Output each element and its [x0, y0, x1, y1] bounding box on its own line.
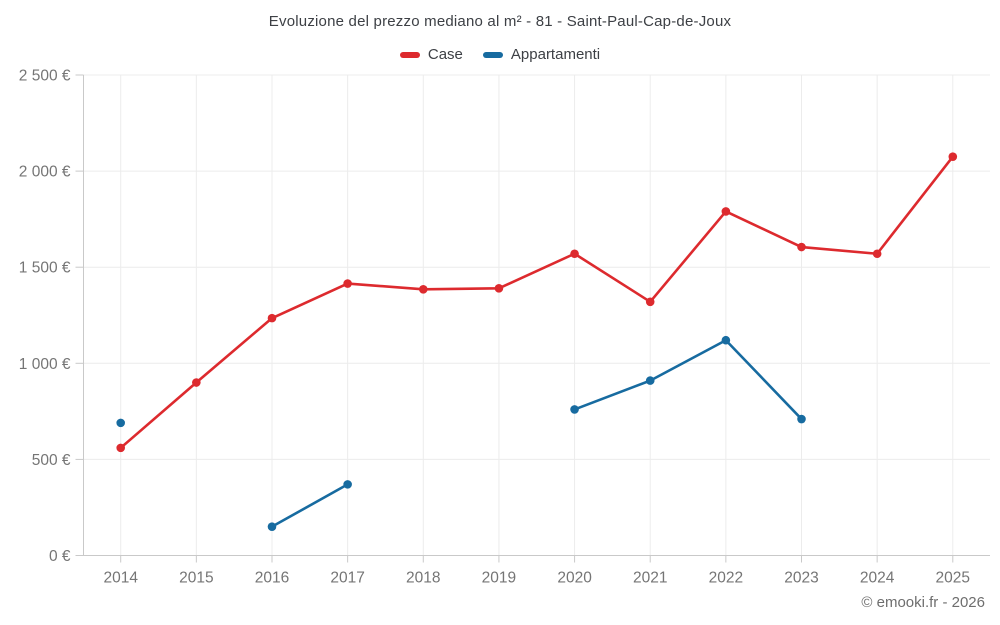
legend-swatch-case [399, 51, 420, 58]
legend-item-appartamenti[interactable]: Appartamenti [482, 46, 601, 63]
chart-legend: Case Appartamenti [0, 46, 1000, 63]
svg-text:2 500 €: 2 500 € [19, 68, 71, 85]
chart-title: Evoluzione del prezzo mediano al m² - 81… [268, 13, 732, 30]
legend-swatch-appartamenti [482, 51, 503, 58]
svg-text:2022: 2022 [709, 570, 743, 587]
svg-text:2020: 2020 [557, 570, 592, 587]
svg-text:2015: 2015 [179, 570, 213, 587]
copyright-label: © emooki.fr - 2026 [861, 594, 985, 611]
svg-text:2019: 2019 [482, 570, 516, 587]
svg-text:2025: 2025 [936, 570, 970, 587]
svg-text:2016: 2016 [255, 570, 289, 587]
svg-text:1 500 €: 1 500 € [19, 260, 71, 277]
svg-text:2024: 2024 [860, 570, 895, 587]
svg-text:500 €: 500 € [32, 452, 71, 469]
svg-text:2021: 2021 [633, 570, 667, 587]
legend-item-case[interactable]: Case [399, 46, 463, 63]
svg-text:2014: 2014 [103, 570, 138, 587]
svg-text:2017: 2017 [330, 570, 364, 587]
svg-text:2018: 2018 [406, 570, 440, 587]
legend-label-case: Case [427, 46, 463, 63]
svg-text:0 €: 0 € [49, 548, 71, 565]
svg-text:2 000 €: 2 000 € [19, 164, 71, 181]
svg-text:1 000 €: 1 000 € [19, 356, 71, 373]
legend-label-appartamenti: Appartamenti [510, 46, 601, 63]
svg-text:2023: 2023 [784, 570, 818, 587]
